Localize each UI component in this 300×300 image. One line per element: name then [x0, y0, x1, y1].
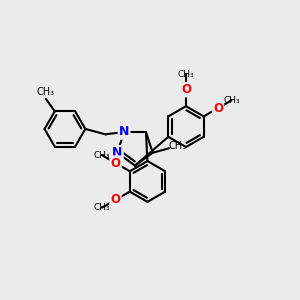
Text: O: O — [213, 102, 223, 115]
Text: CH₃: CH₃ — [223, 96, 240, 105]
Text: N: N — [119, 125, 129, 139]
Text: O: O — [110, 157, 121, 169]
Text: CH₃: CH₃ — [94, 151, 110, 160]
Text: CH₃: CH₃ — [168, 141, 186, 151]
Text: O: O — [110, 194, 121, 206]
Text: N: N — [112, 146, 122, 159]
Text: CH₃: CH₃ — [94, 203, 110, 212]
Text: CH₃: CH₃ — [37, 87, 55, 97]
Text: O: O — [181, 83, 191, 96]
Text: CH₃: CH₃ — [178, 70, 194, 79]
